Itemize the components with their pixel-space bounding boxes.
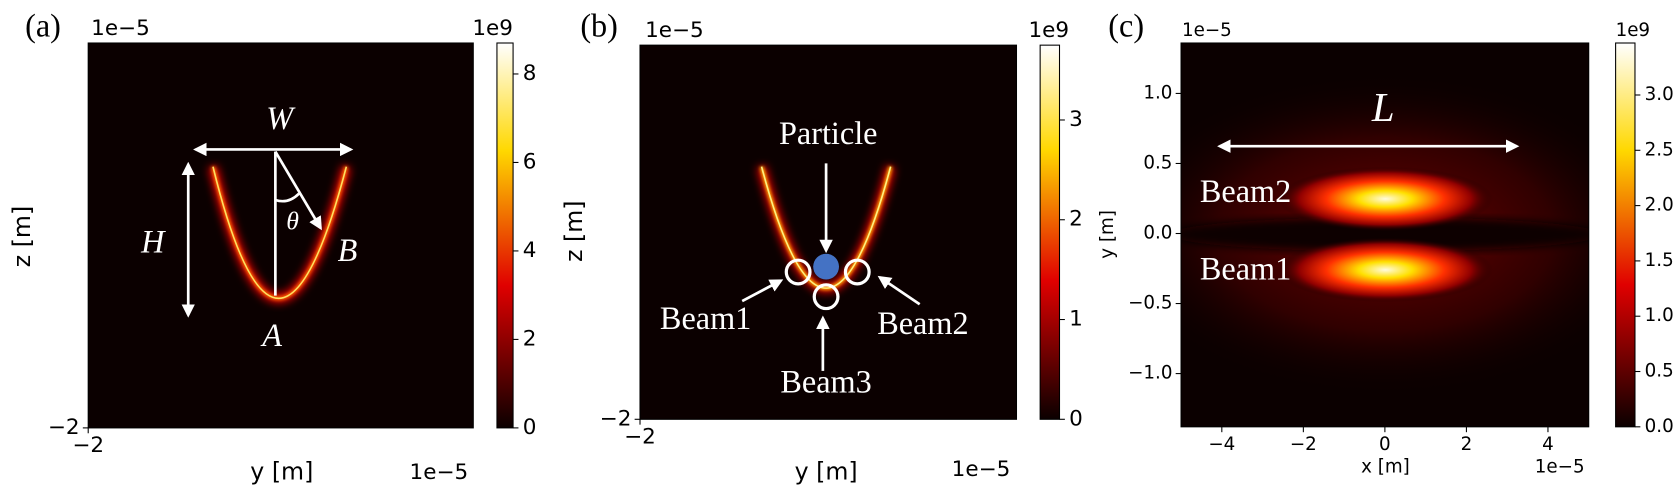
y-axis-label: y [m] bbox=[1097, 210, 1118, 259]
y-tick-label: −0.5 bbox=[1128, 293, 1172, 314]
colorbar-tick-label: 1.0 bbox=[1645, 305, 1674, 326]
colorbar-tick-label: 0 bbox=[1069, 406, 1083, 431]
colorbar-offset-label: 1e9 bbox=[472, 16, 513, 41]
annotation: Beam3 bbox=[780, 363, 871, 399]
y-tick-label: −2 bbox=[48, 415, 80, 440]
x-tick-label: −4 bbox=[1208, 434, 1235, 455]
annotation: Particle bbox=[779, 115, 878, 151]
y-tick-label: 0.5 bbox=[1143, 152, 1172, 173]
heatmap-image bbox=[640, 45, 1017, 420]
x-offset-label: 1e−5 bbox=[952, 457, 1011, 482]
colorbar-tick-label: 8 bbox=[523, 61, 537, 86]
heatmap-image bbox=[88, 43, 474, 428]
x-offset-label: 1e−5 bbox=[1535, 457, 1585, 478]
colorbar-tick-label: 2 bbox=[1069, 207, 1083, 232]
colorbar-tick-label: 6 bbox=[523, 149, 537, 174]
y-offset-label: 1e−5 bbox=[1182, 20, 1232, 41]
y-tick-label: −2 bbox=[600, 406, 632, 431]
x-tick-label: 0 bbox=[1379, 434, 1391, 455]
y-axis-label: z [m] bbox=[8, 206, 36, 267]
annotation: Beam1 bbox=[660, 300, 751, 336]
colorbar-offset-label: 1e9 bbox=[1028, 18, 1069, 43]
plot-frame bbox=[639, 44, 1018, 420]
panel-label: (c) bbox=[1108, 7, 1144, 43]
annotation: W bbox=[266, 100, 296, 136]
colorbar bbox=[1615, 42, 1636, 428]
colorbar-tick-label: 2.0 bbox=[1645, 195, 1674, 216]
annotation: θ bbox=[286, 207, 299, 236]
colorbar bbox=[1039, 44, 1061, 420]
annotation: Beam2 bbox=[1200, 173, 1291, 209]
x-tick-label: −2 bbox=[624, 425, 656, 450]
y-tick-label: 0.0 bbox=[1143, 223, 1172, 244]
y-offset-label: 1e−5 bbox=[645, 18, 704, 43]
plot-frame bbox=[87, 42, 474, 429]
y-tick-label: −1.0 bbox=[1128, 363, 1172, 384]
annotation: Beam2 bbox=[877, 305, 968, 341]
colorbar-tick-label: 2.5 bbox=[1645, 139, 1674, 160]
x-axis-label: y [m] bbox=[250, 458, 313, 486]
panel-label: (a) bbox=[25, 7, 61, 43]
x-axis-label: x [m] bbox=[1361, 457, 1410, 478]
colorbar-tick-label: 1.5 bbox=[1645, 250, 1674, 271]
colorbar-tick-label: 0.5 bbox=[1645, 361, 1674, 382]
x-tick-label: −2 bbox=[72, 433, 104, 458]
x-tick-label: −2 bbox=[1290, 434, 1317, 455]
x-offset-label: 1e−5 bbox=[410, 460, 469, 485]
annotation: B bbox=[338, 232, 358, 268]
x-tick-label: 2 bbox=[1461, 434, 1473, 455]
x-axis-label: y [m] bbox=[795, 458, 858, 486]
heatmap-image bbox=[1181, 43, 1589, 427]
y-offset-label: 1e−5 bbox=[91, 16, 150, 41]
colorbar-tick-label: 0 bbox=[523, 415, 537, 440]
colorbar-tick-label: 0.0 bbox=[1645, 416, 1674, 437]
annotation: L bbox=[1371, 85, 1395, 130]
annotation: H bbox=[140, 224, 166, 260]
colorbar-tick-label: 4 bbox=[523, 238, 537, 263]
colorbar-offset-label: 1e9 bbox=[1616, 20, 1650, 41]
colorbar-tick-label: 3 bbox=[1069, 107, 1083, 132]
annotation: Beam1 bbox=[1200, 250, 1291, 286]
colorbar-tick-label: 3.0 bbox=[1645, 84, 1674, 105]
annotation: A bbox=[260, 317, 282, 353]
y-axis-label: z [m] bbox=[560, 200, 588, 261]
colorbar-tick-label: 1 bbox=[1069, 307, 1083, 332]
panel-label: (b) bbox=[580, 7, 618, 43]
colorbar-tick-label: 2 bbox=[523, 326, 537, 351]
x-tick-label: 4 bbox=[1542, 434, 1554, 455]
colorbar bbox=[496, 42, 514, 429]
y-tick-label: 1.0 bbox=[1143, 82, 1172, 103]
